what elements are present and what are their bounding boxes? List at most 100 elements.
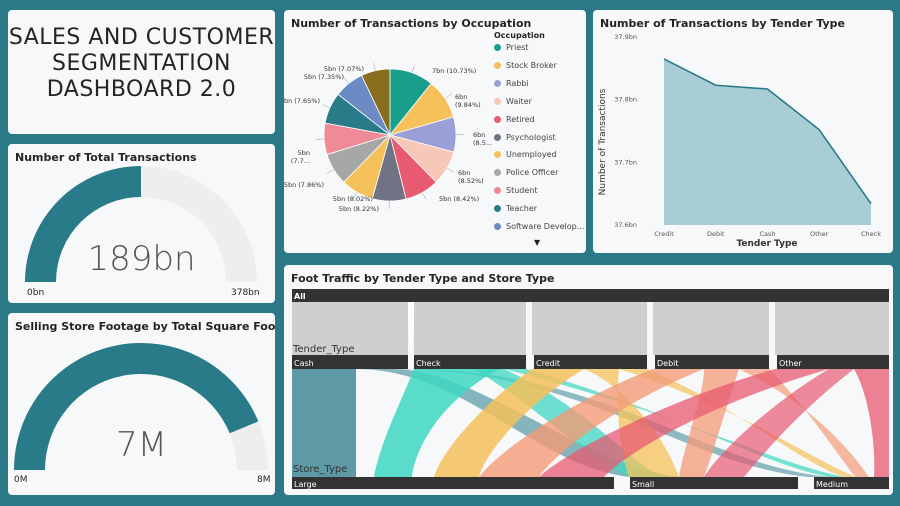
pie-slice[interactable] [361, 68, 391, 136]
pie-leader-line [343, 77, 349, 84]
occupation-chart-title: Number of Transactions by Occupation [291, 17, 532, 30]
gauge-fill [25, 166, 141, 282]
sankey-store-node[interactable] [814, 477, 889, 489]
legend-item[interactable]: Police Officer [494, 168, 558, 177]
y-tick-label: 37.6bn [614, 221, 637, 229]
store-footage-card[interactable]: Selling Store Footage by Total Square Fo… [8, 313, 275, 495]
legend-label: Police Officer [506, 168, 559, 178]
sankey-store-label: Large [294, 480, 317, 489]
legend-item[interactable]: Stock Broker [494, 61, 557, 70]
sankey-flow[interactable] [479, 369, 704, 477]
legend-label: Retired [506, 114, 535, 124]
legend-color-dot [494, 61, 501, 69]
gauge-max-label: 8M [257, 475, 271, 485]
pie-data-label: 5bn (8.22%) [339, 205, 379, 213]
sankey-tender-node[interactable] [534, 355, 647, 369]
title-line-1: SALES AND CUSTOMER [8, 25, 275, 50]
gauge-value: 189bn [87, 239, 196, 279]
pie-leader-line [422, 192, 427, 200]
sankey-tender-node[interactable] [414, 355, 526, 369]
legend-item[interactable]: Retired [494, 115, 535, 124]
pie-data-label: 7bn (10.73%) [432, 67, 476, 75]
sankey-all-node[interactable] [292, 289, 889, 302]
legend-label: Student [506, 186, 538, 196]
legend-title: Occupation [494, 31, 545, 40]
legend-label: Teacher [506, 204, 538, 214]
legend-item[interactable]: Waiter [494, 97, 532, 106]
sankey-flow[interactable] [356, 369, 679, 477]
tender-type-card[interactable]: Number of Transactions by Tender Type Nu… [593, 10, 893, 253]
pie-data-label: 6bn (8.5... [473, 131, 492, 147]
sankey-flow[interactable] [619, 369, 856, 477]
foot-traffic-card[interactable]: Foot Traffic by Tender Type and Store Ty… [284, 265, 893, 495]
legend-color-dot [494, 133, 501, 141]
sankey-link-all-check[interactable] [414, 302, 526, 355]
pie-leader-line [444, 93, 452, 99]
legend-label: Stock Broker [506, 60, 557, 70]
title-line-3: DASHBOARD 2.0 [46, 77, 237, 102]
legend-item[interactable]: Priest [494, 43, 528, 52]
x-tick-label: Credit [654, 230, 674, 238]
sankey-tender-label: Check [416, 359, 441, 368]
tender-area-chart[interactable]: Number of Transactions Tender Type 37.9b… [593, 10, 893, 253]
legend-color-dot [494, 205, 501, 213]
pie-data-label: 6bn (8.52%) [458, 169, 484, 185]
legend-item[interactable]: Unemployed [494, 150, 557, 159]
sankey-store-label: Medium [816, 480, 848, 489]
legend-color-dot [494, 44, 501, 51]
y-axis-title: Number of Transactions [598, 88, 608, 195]
total-transactions-card[interactable]: Number of Total Transactions 189bn 0bn 3… [8, 144, 275, 303]
sankey-store-node[interactable] [292, 477, 614, 489]
dashboard-title: SALES AND CUSTOMER SEGMENTATION DASHBOAR… [8, 25, 275, 103]
x-tick-label: Other [810, 230, 829, 238]
area-fill[interactable] [664, 58, 871, 225]
legend-item[interactable]: Rabbi [494, 79, 529, 88]
tender-chart-title: Number of Transactions by Tender Type [600, 17, 846, 30]
sankey-flow[interactable] [539, 369, 829, 477]
pie-data-label: 5bn (7.7... [291, 149, 310, 165]
pie-leader-line [352, 192, 358, 200]
legend-item[interactable]: Software Develop... [494, 222, 584, 231]
sankey-gap [408, 302, 414, 355]
legend-color-dot [494, 115, 501, 123]
legend-item[interactable]: Student [494, 186, 538, 195]
pie-data-label: 5bn (8.02%) [333, 195, 373, 203]
pie-data-label: 5bn (7.65%) [284, 97, 320, 105]
sankey-tender-node[interactable] [655, 355, 769, 369]
sankey-flow[interactable] [739, 369, 869, 477]
legend-label: Rabbi [506, 78, 529, 88]
gauge-max-label: 378bn [231, 288, 260, 298]
sankey-link-all-other[interactable] [775, 302, 889, 355]
legend-scroll-down-icon[interactable]: ▼ [534, 238, 541, 247]
x-tick-label: Cash [759, 230, 775, 238]
total-transactions-title: Number of Total Transactions [15, 151, 197, 164]
sankey-title: Foot Traffic by Tender Type and Store Ty… [291, 272, 555, 285]
sankey-link-all-debit[interactable] [653, 302, 769, 355]
legend-item[interactable]: Teacher [494, 204, 537, 213]
sankey-tender-node[interactable] [777, 355, 889, 369]
sankey-flow[interactable] [374, 369, 499, 477]
sankey-tender-node[interactable] [292, 355, 408, 369]
sankey-link-all-cash[interactable] [292, 302, 408, 355]
gauge-min-label: 0M [14, 475, 28, 485]
occupation-pie-chart[interactable]: 7bn (10.73%) 6bn (9.84%) 6bn (8.5... 6bn (8.52… [284, 10, 494, 253]
sankey-flow[interactable] [704, 369, 854, 477]
sankey-flow[interactable] [394, 369, 829, 477]
sankey-tender-label: Credit [536, 359, 560, 368]
store-footage-title: Selling Store Footage by Total Square Fo… [15, 320, 275, 333]
area-line[interactable] [663, 58, 872, 205]
pie-data-label: 6bn (9.84%) [455, 93, 481, 109]
sankey-flow[interactable] [292, 369, 356, 477]
pie-leader-line [411, 65, 415, 73]
title-card: SALES AND CUSTOMER SEGMENTATION DASHBOAR… [8, 10, 275, 134]
y-tick-label: 37.9bn [614, 33, 637, 41]
foot-traffic-sankey[interactable]: All Tender_Type Cash Check Credit Debit Othe… [284, 265, 893, 495]
sankey-store-node[interactable] [630, 477, 798, 489]
legend-item[interactable]: Psychologist [494, 133, 556, 142]
sankey-tender-label: Debit [657, 359, 679, 368]
sankey-flow[interactable] [434, 369, 584, 477]
sankey-flow[interactable] [854, 369, 889, 477]
sankey-link-all-credit[interactable] [532, 302, 647, 355]
title-line-2: SEGMENTATION [51, 51, 232, 76]
occupation-pie-card[interactable]: Number of Transactions by Occupation 7bn… [284, 10, 586, 253]
